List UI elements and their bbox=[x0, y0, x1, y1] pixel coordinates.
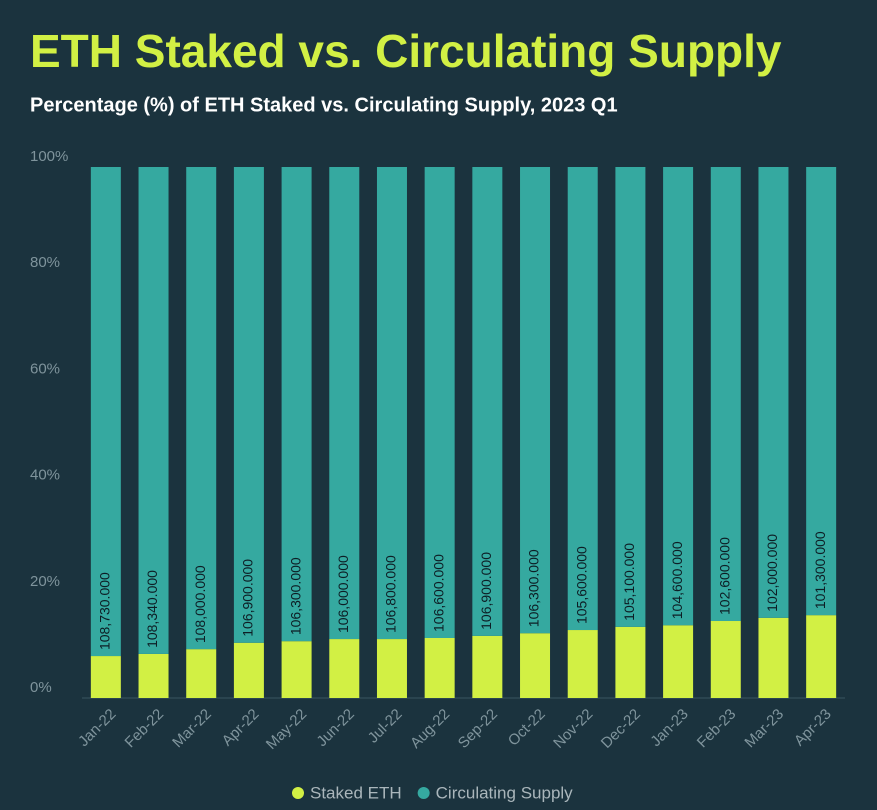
bar-segment bbox=[376, 167, 407, 640]
bar-segment bbox=[710, 621, 741, 698]
bar-segment bbox=[806, 615, 837, 698]
bar-segment bbox=[710, 167, 741, 622]
y-tick-label: 0% bbox=[30, 679, 52, 696]
bar-segment bbox=[186, 167, 217, 650]
bar-annotation: 106,600.000 bbox=[430, 554, 446, 632]
bar-annotation: 108,340.000 bbox=[144, 570, 160, 648]
bar-annotation: 106,000.000 bbox=[335, 555, 351, 633]
y-tick-label: 60% bbox=[30, 360, 60, 377]
bar-segment bbox=[520, 633, 551, 698]
bar-segment bbox=[90, 656, 121, 698]
bar-segment bbox=[567, 167, 598, 631]
bar-segment bbox=[472, 635, 503, 698]
bar-segment bbox=[567, 630, 598, 698]
bar-segment bbox=[138, 653, 169, 698]
bar-annotation: 106,900.000 bbox=[240, 559, 256, 637]
bar-segment bbox=[90, 167, 121, 657]
bar-segment bbox=[281, 167, 312, 642]
bar-annotation: 104,600.000 bbox=[669, 541, 685, 619]
bar-segment bbox=[615, 167, 646, 627]
y-tick-label: 100% bbox=[30, 148, 68, 165]
legend-swatch bbox=[292, 787, 304, 799]
bar-segment bbox=[520, 167, 551, 634]
y-tick-label: 80% bbox=[30, 254, 60, 271]
bar-segment bbox=[329, 639, 360, 698]
bar-annotation: 106,800.000 bbox=[383, 555, 399, 633]
bar-annotation: 106,900.000 bbox=[478, 552, 494, 630]
bar-annotation: 106,300.000 bbox=[287, 557, 303, 635]
bar-segment bbox=[424, 167, 455, 638]
bar-annotation: 108,000.000 bbox=[192, 565, 208, 643]
bar-segment bbox=[663, 625, 694, 698]
bar-segment bbox=[758, 617, 789, 698]
bar-annotation: 101,300.000 bbox=[812, 531, 828, 609]
bar-segment bbox=[329, 167, 360, 640]
chart-title: ETH Staked vs. Circulating Supply bbox=[30, 25, 782, 77]
bar-segment bbox=[376, 639, 407, 698]
bar-annotation: 102,600.000 bbox=[716, 537, 732, 615]
bar-annotation: 108,730.000 bbox=[97, 572, 113, 650]
bar-annotation: 106,300.000 bbox=[526, 549, 542, 627]
bar-segment bbox=[663, 167, 694, 626]
legend-swatch bbox=[417, 787, 430, 799]
bar-segment bbox=[138, 167, 169, 654]
legend-label: Staked ETH bbox=[310, 783, 402, 802]
bar-annotation: 105,100.000 bbox=[621, 543, 637, 621]
legend-label: Circulating Supply bbox=[436, 783, 574, 802]
bar-annotation: 102,000.000 bbox=[764, 534, 780, 612]
y-tick-label: 40% bbox=[30, 467, 60, 484]
bar-segment bbox=[233, 167, 264, 643]
bar-annotation: 105,600.000 bbox=[573, 546, 589, 624]
bar-segment bbox=[615, 626, 646, 698]
y-tick-label: 20% bbox=[30, 573, 60, 590]
bar-segment bbox=[186, 649, 217, 698]
bar-segment bbox=[281, 641, 312, 698]
bar-segment bbox=[472, 167, 503, 636]
bar-segment bbox=[758, 167, 789, 618]
bar-segment bbox=[233, 642, 264, 698]
chart-subtitle: Percentage (%) of ETH Staked vs. Circula… bbox=[30, 94, 618, 116]
bar-segment bbox=[424, 637, 455, 698]
bar-segment bbox=[806, 167, 837, 616]
